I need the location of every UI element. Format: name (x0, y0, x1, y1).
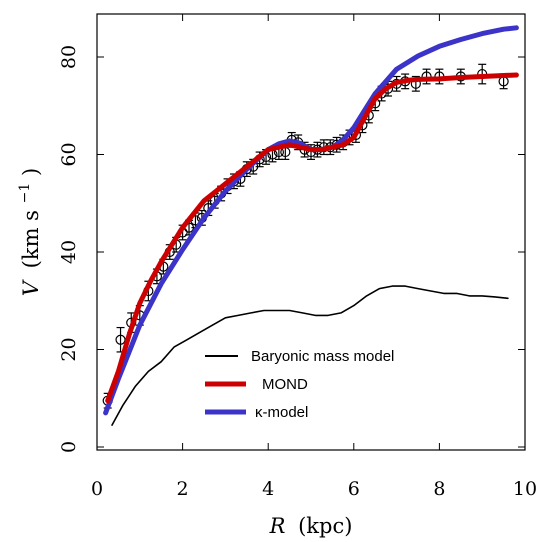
data-point (115, 326, 126, 353)
x-tick-label: 6 (348, 478, 360, 500)
x-axis-unit: (kpc) (298, 514, 352, 538)
x-axis-var: R (269, 514, 286, 538)
y-tick-label: 60 (58, 142, 80, 166)
y-axis-exponent: −1 (17, 183, 33, 204)
x-axis-label: R (kpc) (269, 514, 353, 538)
mond-line (105, 72, 519, 404)
y-axis-close: ) (19, 168, 43, 176)
y-axis-var: V (19, 279, 43, 296)
x-tick-label: 8 (433, 478, 445, 500)
plot-area (102, 25, 519, 426)
x-tick-label: 2 (177, 478, 189, 500)
y-axis-label: V (km s −1 ) (10, 168, 43, 296)
axis-ticks: 0 2 4 6 8 10 0 20 40 60 80 (58, 14, 537, 500)
y-axis-unit: (km s (19, 210, 43, 268)
y-tick-label: 20 (58, 337, 80, 361)
legend: Baryonic mass model MOND κ-model (205, 348, 394, 421)
legend-label-mond: MOND (262, 376, 308, 393)
x-tick-label: 4 (262, 478, 274, 500)
x-tick-label: 10 (513, 478, 537, 500)
legend-label-kappa: κ-model (255, 404, 308, 421)
plot-frame (96, 13, 526, 451)
y-tick-label: 0 (58, 441, 80, 453)
legend-label-baryonic: Baryonic mass model (251, 348, 394, 365)
y-tick-label: 40 (58, 240, 80, 264)
x-tick-label: 0 (91, 478, 103, 500)
baryonic-mass-model-line (111, 285, 509, 426)
y-tick-label: 80 (58, 45, 80, 69)
